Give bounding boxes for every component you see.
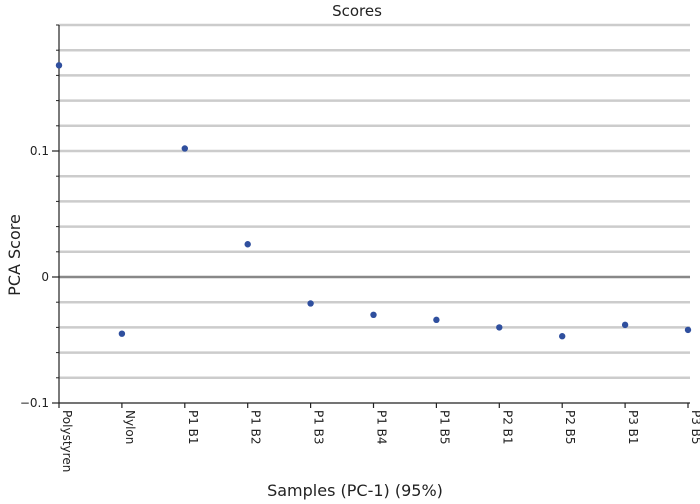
data-point xyxy=(559,333,566,340)
data-point xyxy=(244,241,251,248)
y-axis-ticks: −0.1 0 0.1 xyxy=(20,24,59,410)
chart-title: Scores xyxy=(332,2,382,20)
data-point xyxy=(433,316,440,324)
data-point xyxy=(181,145,188,152)
data-point xyxy=(118,330,126,337)
x-axis-ticks: Polystyren Nylon P1 B1 P1 B2 P1 B3 P1 B4 P1 B5… xyxy=(58,403,700,472)
x-tick-label: Nylon xyxy=(123,410,137,444)
x-tick-label: P3 B1 xyxy=(626,410,640,445)
x-tick-label: Polystyren xyxy=(60,410,74,472)
x-tick-label: P2 B5 xyxy=(563,410,577,445)
y-axis-label: PCA Score xyxy=(5,214,24,296)
x-tick-label: P3 B5 xyxy=(689,410,700,445)
x-tick-label: P1 B3 xyxy=(312,410,326,445)
data-point xyxy=(307,300,314,307)
x-tick-label: P1 B4 xyxy=(375,410,389,445)
x-tick-label: P1 B1 xyxy=(186,410,200,445)
y-tick-label: 0.1 xyxy=(30,144,49,158)
data-point xyxy=(370,311,377,318)
data-point xyxy=(496,324,503,331)
x-tick-label: P1 B2 xyxy=(249,410,263,445)
data-point xyxy=(621,321,629,329)
data-point xyxy=(55,62,63,69)
axes xyxy=(58,25,690,404)
x-tick-label: P2 B1 xyxy=(500,410,514,445)
x-tick-label: P1 B5 xyxy=(437,410,451,445)
y-tick-label: −0.1 xyxy=(20,396,49,410)
grid-lines xyxy=(59,23,690,380)
y-tick-label: 0 xyxy=(41,270,49,284)
data-point xyxy=(684,326,692,334)
data-points xyxy=(55,62,692,340)
x-axis-label: Samples (PC-1) (95%) xyxy=(267,481,443,500)
